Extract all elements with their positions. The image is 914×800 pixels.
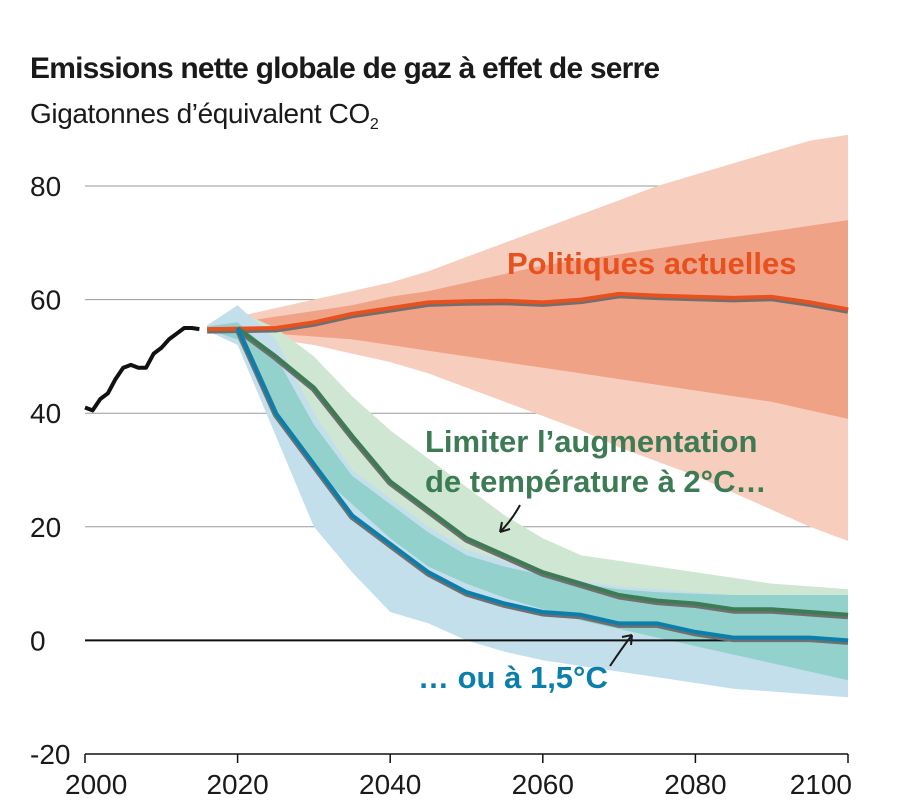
x-tick-label: 2000 [65, 769, 127, 800]
line-historical [84, 326, 200, 413]
label-current-policies: Politiques actuelles [507, 246, 796, 281]
chart-title: Emissions nette globale de gaz à effet d… [30, 52, 660, 85]
arrowhead-one-five-degrees [621, 634, 633, 646]
chart-subtitle: Gigatonnes d’équivalent CO2 [30, 98, 379, 134]
arrow-one-five-degrees [609, 634, 633, 667]
y-tick-label: 80 [30, 171, 61, 202]
line-layer [84, 291, 849, 645]
y-tick-label: 60 [30, 285, 61, 316]
arrowhead-two-degrees [499, 521, 511, 533]
label-one-five-degrees: … ou à 1,5°C [418, 660, 608, 695]
subtitle-subscript: 2 [369, 116, 379, 133]
line-one-five-degrees [235, 327, 849, 643]
line-two-degrees [236, 326, 849, 617]
line-current-policies [207, 291, 849, 332]
y-tick-label: -20 [30, 739, 70, 770]
y-tick-label: 0 [30, 625, 46, 656]
y-tick-label: 20 [30, 512, 61, 543]
label-two-degrees-line2: de température à 2°C… [425, 464, 766, 499]
x-tick-label: 2100 [790, 769, 852, 800]
x-tick-label: 2020 [206, 769, 268, 800]
band-current_policies_inner [207, 220, 849, 419]
x-tick-label: 2040 [359, 769, 421, 800]
subtitle-text: Gigatonnes d’équivalent CO [30, 98, 370, 129]
arrow-two-degrees [499, 504, 521, 533]
y-tick-label: 40 [30, 398, 61, 429]
label-layer: Politiques actuelles Limiter l’augmentat… [418, 246, 796, 695]
x-tick-label: 2060 [512, 769, 574, 800]
x-tick-label: 2080 [664, 769, 726, 800]
label-two-degrees-line1: Limiter l’augmentation [425, 424, 757, 459]
